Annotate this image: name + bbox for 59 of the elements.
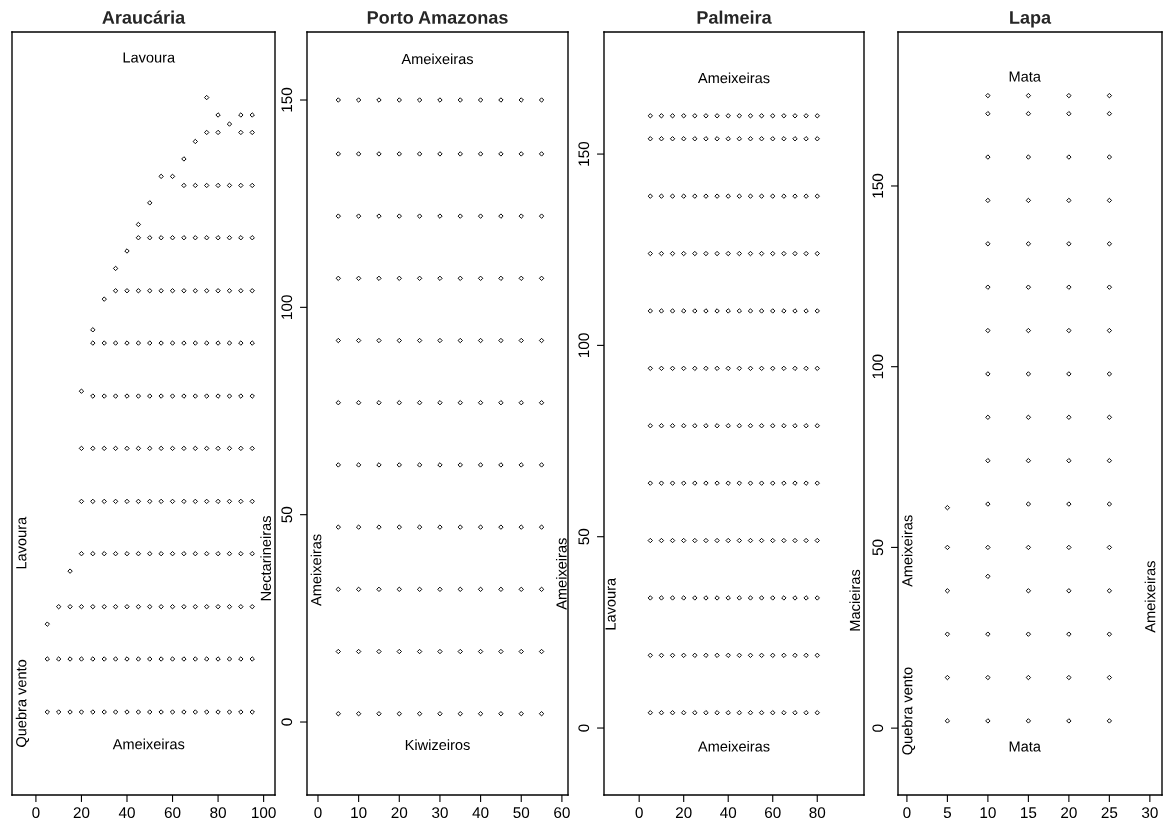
annotation: Lavoura bbox=[16, 516, 27, 569]
chart-title: Palmeira bbox=[697, 10, 772, 24]
annotation: Ameixeiras bbox=[697, 72, 770, 84]
annotation: Quebra vento bbox=[15, 659, 30, 747]
annotation: Ameixeiras bbox=[901, 515, 913, 587]
annotation: Ameixeiras bbox=[697, 740, 770, 752]
annotation: Lavoura bbox=[605, 577, 616, 630]
x-tick-label: 10 bbox=[980, 807, 996, 819]
y-tick-label: 100 bbox=[578, 333, 590, 357]
x-tick-label: 60 bbox=[164, 807, 181, 819]
annotation: Mata bbox=[1009, 741, 1041, 752]
annotation: Ameixeiras bbox=[555, 538, 567, 610]
x-tick-label: 30 bbox=[432, 807, 448, 819]
x-tick-label: 30 bbox=[1141, 807, 1158, 819]
annotation: Quebra vento bbox=[901, 667, 916, 755]
x-tick-label: 100 bbox=[252, 807, 276, 819]
x-tick-label: 60 bbox=[554, 807, 570, 819]
x-tick-label: 20 bbox=[73, 807, 90, 819]
y-tick-label: 50 bbox=[872, 539, 884, 556]
y-tick-label: 50 bbox=[578, 528, 590, 545]
y-tick-label: 0 bbox=[281, 718, 293, 726]
y-tick-label: 100 bbox=[281, 295, 293, 319]
annotation: Ameixeiras bbox=[112, 738, 185, 750]
y-tick-label: 0 bbox=[872, 724, 884, 732]
x-tick-label: 40 bbox=[118, 807, 135, 819]
y-tick-label: 150 bbox=[578, 141, 590, 166]
annotation: Macieiras bbox=[849, 569, 861, 631]
text: Lavoura bbox=[123, 52, 176, 63]
x-tick-label: 40 bbox=[720, 807, 737, 819]
chart-title: Araucária bbox=[102, 10, 186, 24]
x-tick-label: 40 bbox=[472, 807, 489, 819]
x-tick-label: 20 bbox=[675, 807, 692, 819]
annotation: Ameixeiras bbox=[401, 53, 474, 65]
chart-title: Porto Amazonas bbox=[367, 11, 508, 24]
x-tick-label: 0 bbox=[635, 807, 643, 819]
x-tick-label: 0 bbox=[314, 807, 322, 819]
x-tick-label: 25 bbox=[1101, 807, 1118, 819]
annotation: Ameixeiras bbox=[1144, 561, 1156, 633]
x-tick-label: 20 bbox=[391, 807, 408, 819]
y-tick-label: 0 bbox=[578, 724, 590, 732]
y-tick-label: 150 bbox=[281, 87, 293, 112]
x-tick-label: 0 bbox=[32, 807, 40, 819]
x-tick-label: 5 bbox=[943, 807, 952, 819]
x-tick-label: 50 bbox=[513, 807, 530, 819]
annotation: Kiwizeiros bbox=[405, 739, 470, 751]
annotation: Ameixeiras bbox=[310, 534, 322, 606]
x-tick-label: 15 bbox=[1021, 807, 1037, 819]
annotation: Mata bbox=[1009, 71, 1041, 82]
annotation: Nectarineiras bbox=[260, 516, 272, 601]
x-tick-label: 80 bbox=[809, 807, 826, 819]
x-tick-label: 0 bbox=[903, 807, 911, 819]
x-tick-label: 10 bbox=[351, 807, 367, 819]
y-tick-label: 100 bbox=[872, 354, 884, 379]
x-tick-label: 60 bbox=[765, 807, 781, 819]
y-tick-label: 50 bbox=[281, 506, 293, 523]
x-tick-label: 20 bbox=[1061, 807, 1077, 819]
chart-title: Lapa bbox=[1010, 11, 1052, 28]
y-tick-label: 150 bbox=[872, 173, 884, 198]
x-tick-label: 80 bbox=[210, 807, 226, 819]
